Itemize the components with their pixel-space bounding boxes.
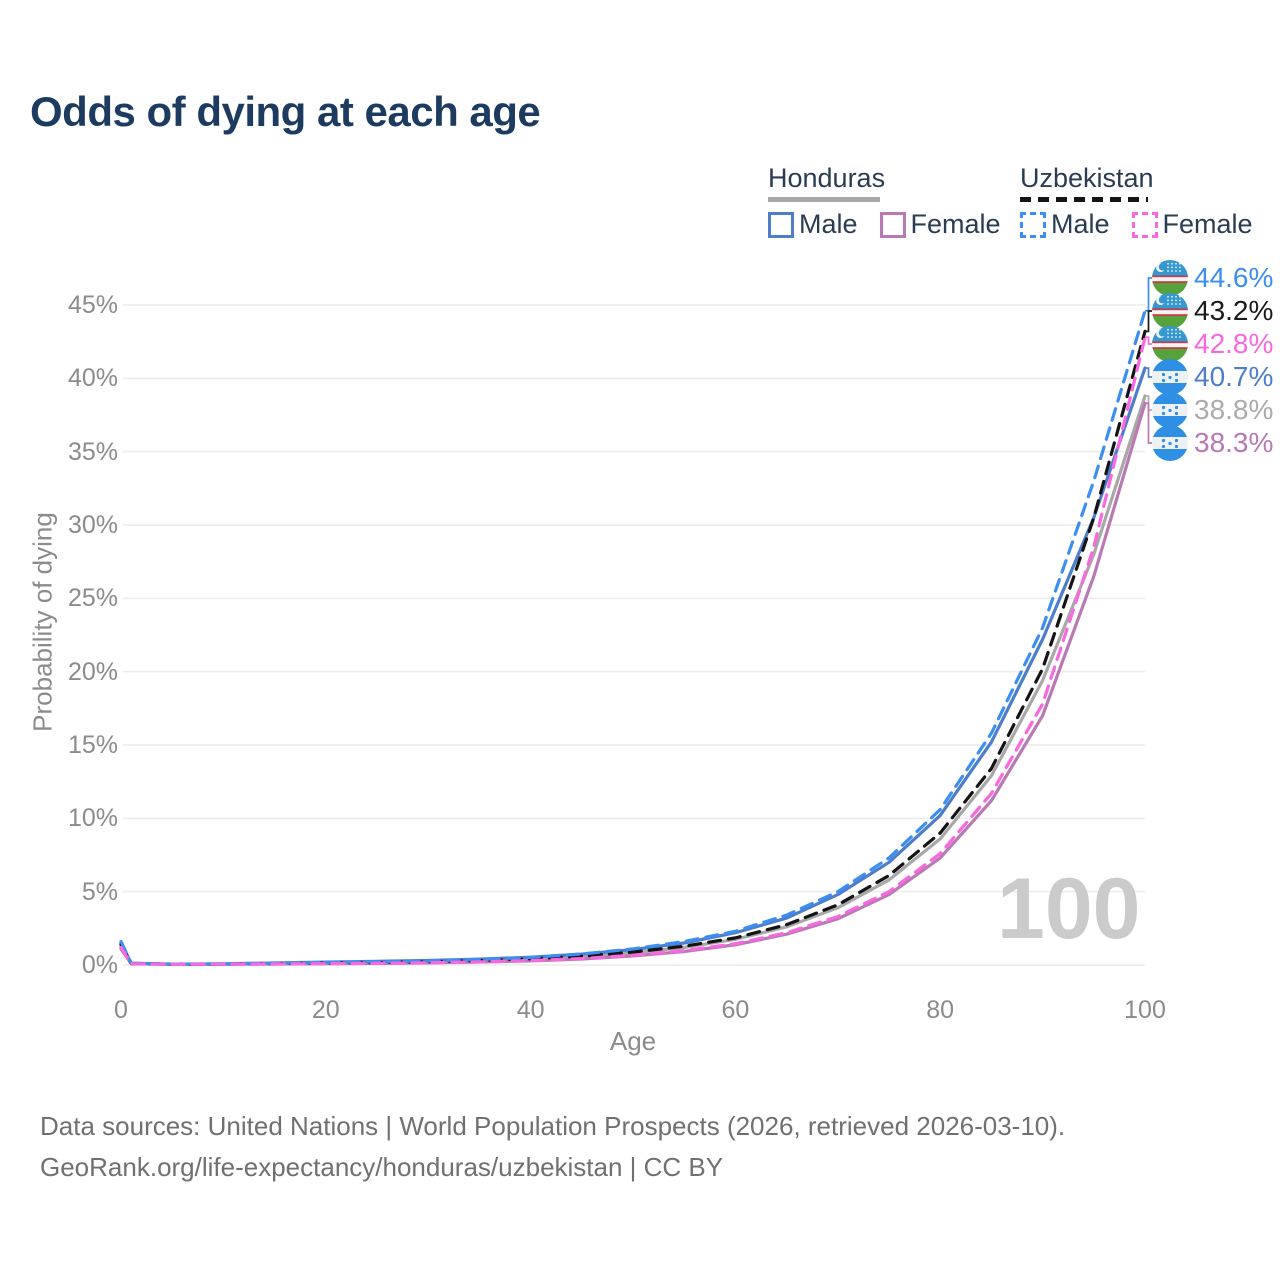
end-label: 44.6% (1152, 260, 1273, 296)
end-label: 40.7% (1152, 359, 1273, 395)
flag-icon-honduras (1152, 425, 1188, 461)
legend-uzbekistan-header[interactable]: Uzbekistan (1020, 163, 1154, 193)
y-tick-label: 20% (67, 657, 118, 686)
uzbekistan-line-swatch (1020, 197, 1148, 202)
legend-uzbekistan-female-label[interactable]: Female (1162, 209, 1253, 239)
y-tick-label: 35% (67, 437, 118, 466)
y-tick-label: 25% (67, 584, 118, 613)
end-label-value: 42.8% (1194, 328, 1274, 359)
y-tick-label: 0% (81, 951, 118, 979)
series-line-honduras-female (119, 401, 1147, 967)
legend-honduras-header[interactable]: Honduras (768, 163, 886, 193)
end-label-connector (1145, 277, 1152, 312)
flag-icon-uzbekistan (1152, 326, 1188, 362)
legend-group-honduras: Honduras Male Female (768, 163, 1001, 240)
y-tick-label: 45% (67, 291, 118, 319)
honduras-male-swatch[interactable] (768, 211, 794, 238)
footer-sources: Data sources: United Nations | World Pop… (40, 1111, 1066, 1141)
end-label-value: 40.7% (1194, 361, 1274, 392)
x-tick-label: 20 (311, 996, 340, 1024)
end-label-connector (1145, 402, 1152, 444)
series-line-uzbekistan-female (119, 335, 1147, 967)
end-label-value: 38.8% (1194, 394, 1274, 425)
end-label-connector (1145, 367, 1152, 378)
end-label: 38.8% (1152, 392, 1273, 428)
uzbekistan-female-swatch[interactable] (1131, 211, 1158, 238)
legend-honduras-female-label[interactable]: Female (910, 209, 1001, 239)
y-tick-label: 5% (81, 877, 118, 906)
y-tick-label: 15% (67, 731, 118, 759)
end-label: 42.8% (1152, 326, 1273, 362)
series-line-uzbekistan (119, 329, 1147, 966)
end-label-value: 38.3% (1194, 427, 1274, 458)
y-tick-label: 30% (67, 511, 118, 539)
series-line-honduras-male (119, 366, 1147, 966)
x-tick-label: 60 (721, 996, 750, 1024)
footer-attribution: GeoRank.org/life-expectancy/honduras/uzb… (40, 1152, 724, 1182)
x-tick-label: 0 (114, 996, 128, 1024)
honduras-line-swatch (768, 197, 880, 202)
x-axis-title: Age (609, 1026, 657, 1056)
x-tick-label: 40 (516, 996, 545, 1024)
series-line-honduras (119, 394, 1147, 966)
x-tick-label: 80 (926, 996, 955, 1024)
end-label-connector (1145, 336, 1152, 345)
honduras-female-swatch[interactable] (879, 211, 906, 238)
series-line-uzbekistan-male (119, 309, 1147, 966)
end-label: 38.3% (1152, 425, 1273, 461)
end-label-connector (1145, 310, 1152, 333)
age-watermark: 100 (997, 861, 1141, 957)
end-label-value: 43.2% (1194, 295, 1274, 326)
x-tick-label: 100 (1124, 996, 1166, 1024)
footer: Data sources: United Nations | World Pop… (40, 1106, 1065, 1188)
y-tick-label: 10% (67, 804, 118, 833)
flag-icon-uzbekistan (1152, 260, 1188, 296)
flag-icon-honduras (1152, 359, 1188, 395)
end-label-value: 44.6% (1194, 262, 1274, 293)
page-title: Odds of dying at each age (30, 88, 541, 135)
flag-icon-honduras (1152, 392, 1188, 428)
end-label: 43.2% (1152, 293, 1273, 329)
legend-honduras-male-label[interactable]: Male (799, 209, 858, 239)
flag-icon-uzbekistan (1152, 293, 1188, 329)
uzbekistan-male-swatch[interactable] (1020, 211, 1046, 238)
y-tick-label: 40% (67, 364, 118, 393)
legend-group-uzbekistan: Uzbekistan Male Female (1020, 163, 1253, 240)
legend-uzbekistan-male-label[interactable]: Male (1051, 209, 1110, 239)
